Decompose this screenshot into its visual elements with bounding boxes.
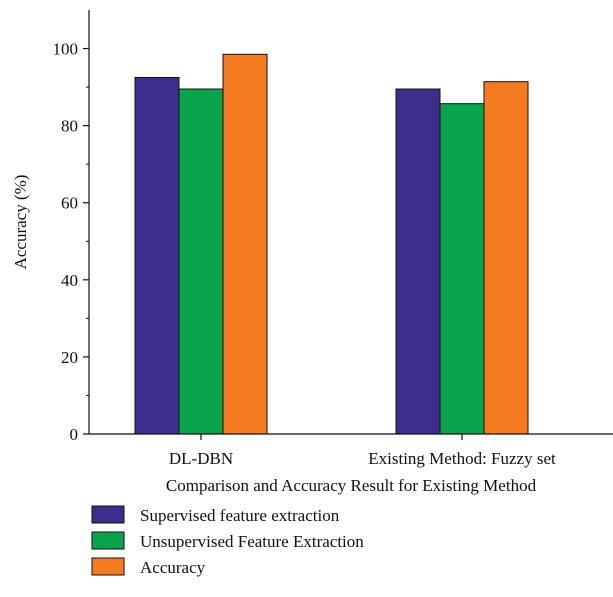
y-axis-label: Accuracy (%)	[11, 175, 30, 270]
plot-area	[134, 53, 529, 435]
y-tick-label: 40	[61, 271, 78, 290]
bar-1-1	[134, 76, 180, 435]
legend-swatch-3	[91, 557, 125, 576]
legend-label-2: Unsupervised Feature Extraction	[140, 532, 364, 551]
y-tick-label: 60	[61, 194, 78, 213]
legend-label-1: Supervised feature extraction	[140, 506, 340, 525]
bar-1-2	[395, 88, 441, 435]
bar-2-1	[178, 88, 224, 435]
legend-swatch-2	[91, 531, 125, 550]
axes: 0 20 40 60 80 100 DL-DBN Existing Method: Fuzzy…	[11, 10, 613, 495]
bar-2-2	[439, 103, 485, 435]
x-tick-label: DL-DBN	[169, 449, 233, 468]
legend-label-3: Accuracy	[140, 558, 206, 577]
y-tick-label: 0	[70, 425, 79, 444]
x-tick-label: Existing Method: Fuzzy set	[368, 449, 556, 468]
y-tick-label: 20	[61, 348, 78, 367]
y-tick-label: 100	[53, 40, 79, 59]
bar-3-2	[483, 81, 529, 435]
bar-3-1	[222, 53, 268, 435]
legend: Supervised feature extraction Unsupervise…	[91, 505, 364, 577]
legend-swatch-1	[91, 505, 125, 524]
x-axis-label: Comparison and Accuracy Result for Exist…	[166, 476, 537, 495]
y-tick-label: 80	[61, 117, 78, 136]
